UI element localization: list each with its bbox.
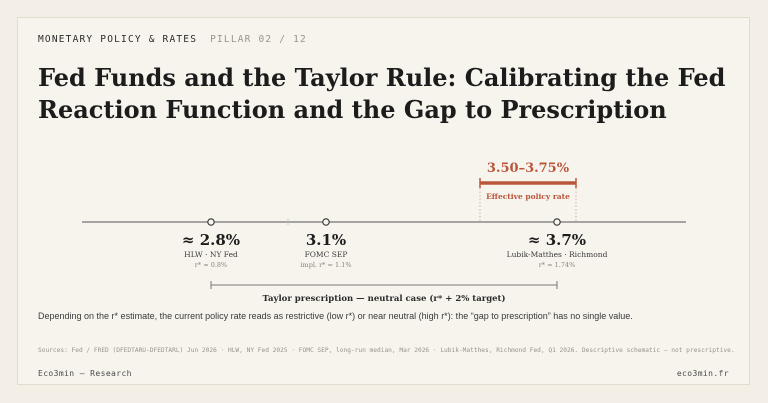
policy-rate-value: 3.50–3.75% [487,161,570,176]
prescription-label: Taylor prescription — neutral case (r* +… [262,293,505,304]
estimate-detail-fomc: impl. r* = 1.1% [300,261,351,269]
policy-rate-label: Effective policy rate [486,192,570,201]
estimate-source-hlw: HLW · NY Fed [184,250,238,259]
section-label: MONETARY POLICY & RATES [38,34,198,45]
explanatory-note: Depending on the r* estimate, the curren… [38,311,633,321]
sources-note: Sources: Fed / FRED (DFEDTARU-DFEDTARL) … [38,347,735,354]
estimate-value-fomc: 3.1% [306,231,346,249]
estimate-detail-lubik: r* = 1.74% [539,261,576,269]
footer-url: eco3min.fr [676,369,729,378]
estimate-detail-hlw: r* = 0.8% [195,261,227,269]
estimate-value-lubik: ≈ 3.7% [528,231,586,249]
card: MONETARY POLICY & RATES PILLAR 02 / 12 F… [17,17,750,385]
estimate-value-hlw: ≈ 2.8% [182,231,240,249]
estimate-marker-lubik [553,218,561,226]
estimate-marker-hlw [207,218,215,226]
estimate-source-lubik: Lubik-Matthes · Richmond [507,250,608,259]
estimate-marker-fomc [322,218,330,226]
footer-brand: Eco3min — Research [38,369,132,378]
kicker: MONETARY POLICY & RATES PILLAR 02 / 12 [38,34,307,45]
estimate-source-fomc: FOMC SEP [305,250,348,259]
page-title: Fed Funds and the Taylor Rule: Calibrati… [38,63,726,124]
pillar-label: PILLAR 02 / 12 [210,34,307,45]
